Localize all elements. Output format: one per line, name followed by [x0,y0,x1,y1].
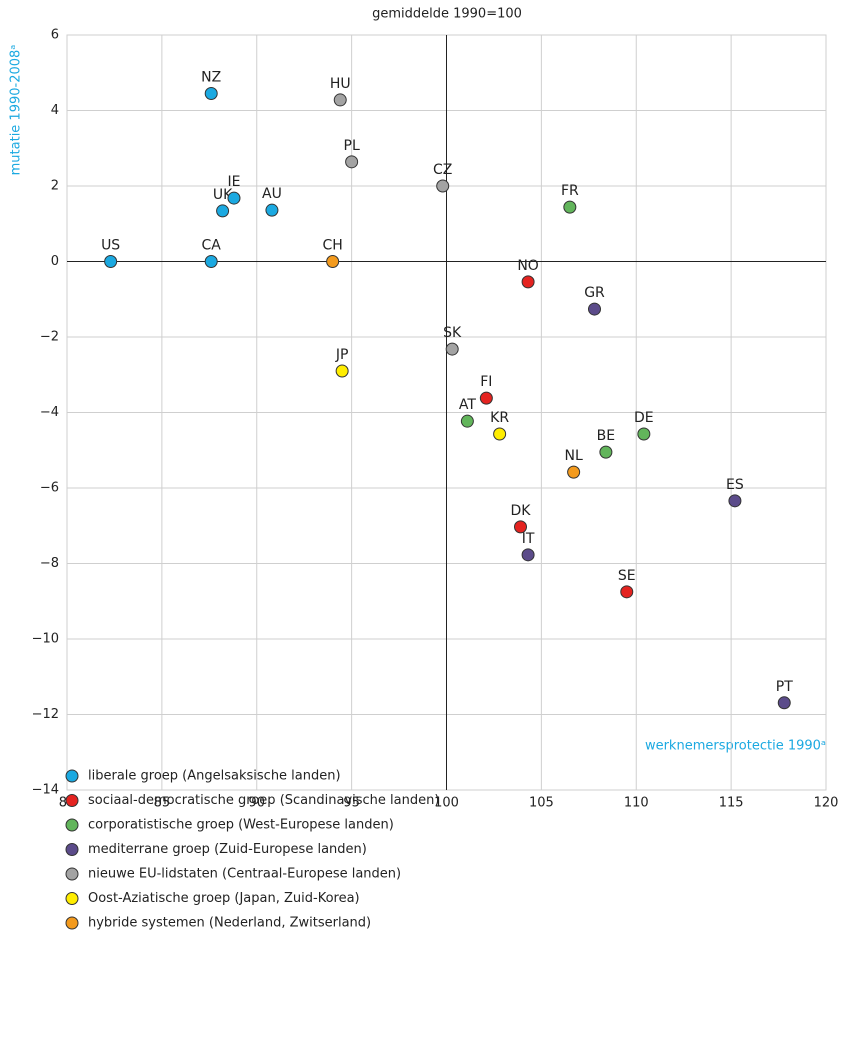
point [335,364,349,378]
legend-marker [65,867,79,881]
point [216,204,230,218]
point-label: NZ [201,70,221,86]
point-label: SE [618,568,636,584]
point-label: CH [322,238,342,254]
legend-label: corporatistische groep (West-Europese la… [88,818,394,833]
legend-marker [65,892,79,905]
point-label: IE [227,174,240,190]
legend-marker [65,794,79,807]
point [445,342,459,356]
x-axis-label: werknemersprotectie 1990ᵃ [645,739,826,754]
point-label: DE [634,410,654,426]
point [588,302,602,316]
x-tick-label: 110 [624,796,649,811]
x-tick-label: 85 [154,796,171,811]
point-label: US [101,238,120,254]
y-tick-label: −14 [32,783,59,798]
point [460,414,474,428]
x-tick-label: 100 [434,796,459,811]
y-tick-label: −10 [32,632,59,647]
x-tick-label: 90 [248,796,265,811]
legend-label: Oost-Aziatische groep (Japan, Zuid-Korea… [88,891,360,906]
point [265,203,279,217]
point-label: NL [564,448,582,464]
y-axis-label: mutatie 1990-2008ᵃ [9,45,24,176]
point [728,494,742,508]
y-tick-label: −8 [40,556,59,571]
point [104,255,118,268]
point-label: PT [776,679,793,695]
y-tick-label: 4 [51,103,59,118]
x-tick-label: 105 [529,796,554,811]
point-label: JP [335,347,349,363]
point [345,155,359,169]
point-label: NO [517,258,539,274]
legend-marker [65,916,79,930]
point [493,427,507,441]
point [479,391,493,405]
point-label: IT [522,531,535,547]
x-tick-label: 120 [814,796,839,811]
point-label: DK [511,503,532,519]
point [204,255,218,268]
point [637,427,651,441]
y-tick-label: −6 [40,481,59,496]
point-label: FI [480,374,492,390]
point-label: HU [330,76,351,92]
x-tick-label: 115 [719,796,744,811]
y-tick-label: 6 [51,28,59,43]
y-tick-label: 0 [51,254,59,269]
legend-label: mediterrane groep (Zuid-Europese landen) [88,842,367,857]
point-label: CZ [433,162,452,178]
y-tick-label: −4 [40,405,59,420]
point-label: AT [459,397,476,413]
point [326,255,340,268]
legend-label: hybride systemen (Nederland, Zwitserland… [88,916,371,931]
y-tick-label: −12 [32,707,59,722]
legend-marker [65,818,79,832]
y-tick-label: −2 [40,330,59,345]
legend-label: liberale groep (Angelsaksische landen) [88,769,341,784]
point-label: BE [597,428,615,444]
x-tick-label: 95 [343,796,360,811]
point [436,179,450,193]
legend-label: sociaal-democratische groep (Scandinavis… [88,793,439,808]
point [599,445,613,459]
y-tick-label: 2 [51,179,59,194]
legend-marker [65,843,79,856]
point-label: SK [443,325,462,341]
legend-label: nieuwe EU-lidstaten (Centraal-Europese l… [88,867,401,882]
point-label: PL [344,138,360,154]
point [333,93,347,107]
point [521,275,535,289]
legend-marker [65,769,79,783]
point [521,548,535,562]
point [227,191,241,205]
point-label: CA [202,238,222,254]
point [620,585,634,599]
point-label: KR [490,410,509,426]
point-label: FR [561,183,579,199]
point [514,520,528,534]
chart-title: gemiddelde 1990=100 [372,7,522,22]
point-label: GR [584,285,605,301]
point [777,696,791,710]
point-label: AU [262,186,282,202]
point [567,465,581,479]
point-label: ES [726,477,744,493]
point [204,87,218,101]
point [563,200,577,214]
